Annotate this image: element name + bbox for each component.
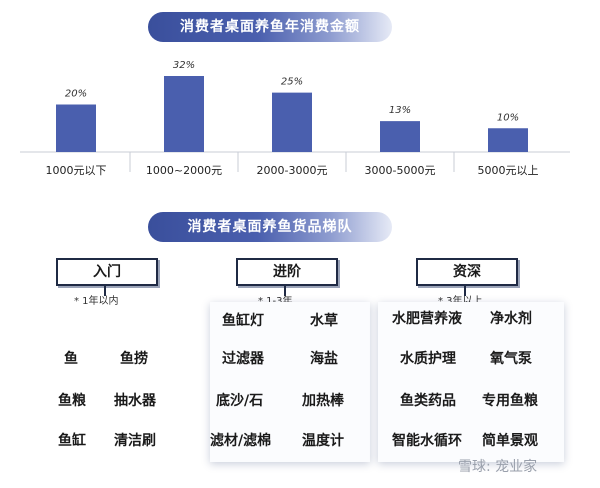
tier-label-advanced: 进阶 — [236, 258, 338, 286]
advanced-item: 过滤器 — [222, 351, 264, 367]
advanced-item: 鱼缸灯 — [222, 313, 264, 329]
bar-2 — [272, 92, 312, 152]
advanced-item: 加热棒 — [302, 393, 344, 409]
advanced-item: 海盐 — [310, 351, 338, 367]
chart-title-banner: 消费者桌面养鱼年消费金额 — [148, 12, 392, 42]
tier-note-expert: * 3年以上 — [438, 292, 483, 307]
advanced-items-panel — [210, 302, 370, 462]
entry-item: 鱼捞 — [120, 351, 148, 367]
advanced-item: 水草 — [310, 313, 338, 329]
entry-item: 鱼粮 — [58, 393, 86, 409]
tier-connector — [104, 284, 106, 296]
expert-items-panel — [378, 302, 564, 462]
category-label-1: 1000~2000元 — [146, 164, 222, 177]
bar-1 — [164, 76, 204, 152]
category-label-2: 2000-3000元 — [257, 164, 328, 177]
bar-0 — [56, 104, 96, 152]
expert-item: 水肥营养液 — [392, 311, 462, 327]
spending-bar-chart: 20% 1000元以下 32% 1000~2000元 25% 2000-3000元 13% 3… — [20, 60, 570, 177]
data-label-1: 32% — [173, 60, 195, 71]
bar-4 — [488, 128, 528, 152]
data-label-3: 13% — [389, 105, 411, 116]
tiers-title-banner: 消费者桌面养鱼货品梯队 — [148, 212, 392, 242]
expert-item: 水质护理 — [400, 351, 456, 367]
tier-label-expert: 资深 — [416, 258, 518, 286]
expert-item: 简单景观 — [482, 433, 538, 449]
category-label-0: 1000元以下 — [46, 164, 107, 177]
expert-item: 智能水循环 — [392, 433, 462, 449]
tier-connector — [464, 284, 466, 296]
category-label-3: 3000-5000元 — [365, 164, 436, 177]
expert-item: 鱼类药品 — [400, 393, 456, 409]
expert-item: 净水剂 — [490, 311, 532, 327]
tier-connector — [284, 284, 286, 296]
tier-note-entry: * 1年以内 — [74, 296, 119, 307]
entry-item: 鱼缸 — [58, 433, 86, 449]
category-label-4: 5000元以上 — [478, 164, 539, 177]
expert-item: 氧气泵 — [490, 351, 532, 367]
data-label-2: 25% — [281, 77, 303, 88]
advanced-item: 滤材/滤棉 — [210, 433, 272, 449]
tier-label-entry: 入门 — [56, 258, 158, 286]
advanced-item: 底沙/石 — [216, 393, 264, 409]
data-label-0: 20% — [65, 89, 87, 100]
entry-item: 清洁刷 — [114, 433, 156, 449]
tier-note-advanced: * 1-3年 — [258, 292, 293, 307]
bar-3 — [380, 121, 420, 152]
entry-item: 鱼 — [64, 351, 78, 367]
entry-item: 抽水器 — [114, 393, 156, 409]
advanced-item: 温度计 — [302, 433, 344, 449]
data-label-4: 10% — [497, 112, 519, 123]
watermark-text: 雪球: 宠业家 — [458, 459, 538, 475]
expert-item: 专用鱼粮 — [482, 393, 538, 409]
